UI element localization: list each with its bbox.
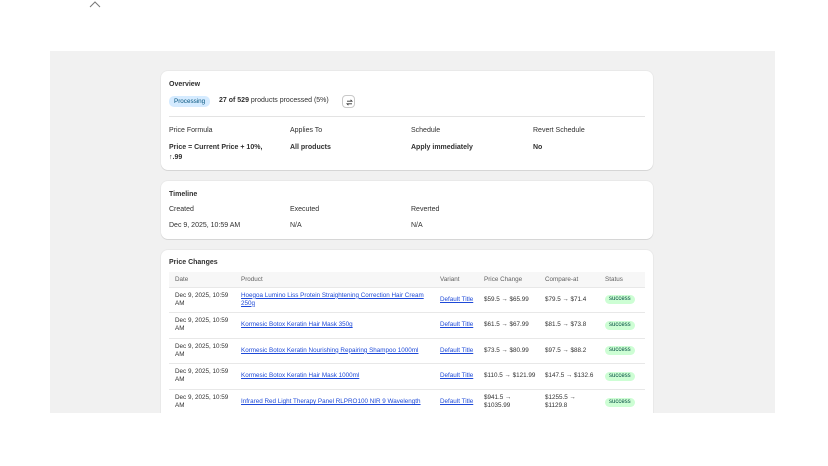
timeline-title: Timeline — [169, 191, 198, 198]
table-row: Dec 9, 2025, 10:59 AM Kormesic Botox Ker… — [169, 363, 645, 389]
status-badge: success — [605, 397, 635, 407]
row-compare-at: $81.5 → $73.8 — [539, 312, 599, 338]
row-status: success — [599, 312, 645, 338]
product-link[interactable]: Kormesic Botox Keratin Hair Mask 350g — [241, 321, 353, 329]
row-variant: Default Title — [434, 312, 478, 338]
column-header-compare-at: Compare-at — [539, 272, 599, 287]
schedule-value: Apply immediately — [411, 144, 473, 151]
row-product: Infrared Red Light Therapy Panel RLPRO10… — [235, 388, 434, 413]
column-header-date: Date — [169, 272, 235, 287]
status-badge: success — [605, 371, 635, 381]
created-value: Dec 9, 2025, 10:59 AM — [169, 222, 241, 229]
variant-link[interactable]: Default Title — [440, 346, 474, 354]
price-formula-value: Price = Current Price + 10%, ↑.99 — [169, 144, 263, 161]
row-price-change: $61.5 → $67.99 — [478, 312, 539, 338]
table-header-row: Date Product Variant Price Change Compar… — [169, 272, 645, 287]
status-badge: success — [605, 320, 635, 330]
row-date: Dec 9, 2025, 10:59 AM — [169, 363, 235, 389]
schedule-label: Schedule — [411, 127, 441, 134]
variant-link[interactable]: Default Title — [440, 372, 474, 380]
row-price-change: $73.5 → $80.99 — [478, 337, 539, 364]
overview-card: Overview Processing 27 of 529 products p… — [161, 71, 653, 170]
row-price-change: $110.5 → $121.99 — [478, 363, 539, 389]
product-link[interactable]: Kormesic Botox Keratin Nourishing Repair… — [241, 346, 419, 354]
row-status: success — [599, 286, 645, 313]
variant-link[interactable]: Default Title — [440, 398, 474, 405]
progress-rest: products processed (5%) — [248, 97, 329, 104]
row-date: Dec 9, 2025, 10:59 AM — [169, 312, 235, 338]
row-variant: Default Title — [434, 337, 478, 364]
table-row: Dec 9, 2025, 10:59 AM Kormesic Botox Ker… — [169, 312, 645, 338]
row-status: success — [599, 388, 645, 413]
refresh-button[interactable] — [342, 95, 355, 108]
price-changes-title: Price Changes — [169, 259, 218, 266]
progress-text: 27 of 529 products processed (5%) — [219, 97, 329, 104]
table-row: Dec 9, 2025, 10:59 AM Infrared Red Light… — [169, 388, 645, 413]
column-header-product: Product — [235, 272, 434, 287]
row-price-change: $941.5 → $1035.99 — [478, 388, 539, 413]
column-header-status: Status — [599, 272, 645, 287]
price-changes-card: Price Changes Date Product Variant Price… — [161, 250, 653, 413]
chevron-up-icon[interactable] — [89, 0, 101, 8]
column-header-variant: Variant — [434, 272, 478, 287]
row-product: Hoegoa Lumino Liss Protein Straightening… — [235, 286, 434, 313]
divider — [169, 116, 645, 117]
row-product: Kormesic Botox Keratin Hair Mask 350g — [235, 312, 434, 338]
applies-to-value: All products — [290, 144, 331, 151]
created-label: Created — [169, 206, 194, 213]
progress-count: 27 of 529 — [219, 97, 249, 104]
row-status: success — [599, 363, 645, 389]
refresh-icon — [345, 99, 353, 105]
status-badge: success — [605, 346, 635, 356]
row-variant: Default Title — [434, 388, 478, 413]
applies-to-label: Applies To — [290, 127, 323, 134]
row-variant: Default Title — [434, 286, 478, 313]
row-product: Kormesic Botox Keratin Nourishing Repair… — [235, 337, 434, 364]
row-compare-at: $97.5 → $88.2 — [539, 337, 599, 364]
reverted-value: N/A — [411, 222, 423, 229]
row-status: success — [599, 337, 645, 364]
overview-title: Overview — [169, 81, 201, 88]
product-link[interactable]: Hoegoa Lumino Liss Protein Straightening… — [241, 291, 424, 307]
revert-schedule-value: No — [533, 144, 543, 151]
page-content: Overview Processing 27 of 529 products p… — [50, 51, 775, 413]
product-link[interactable]: Infrared Red Light Therapy Panel RLPRO10… — [241, 398, 421, 405]
column-header-price-change: Price Change — [478, 272, 539, 287]
price-changes-table: Date Product Variant Price Change Compar… — [169, 272, 645, 413]
row-compare-at: $79.5 → $71.4 — [539, 286, 599, 313]
row-compare-at: $147.5 → $132.6 — [539, 363, 599, 389]
variant-link[interactable]: Default Title — [440, 295, 474, 303]
executed-value: N/A — [290, 222, 302, 229]
status-badge: Processing — [169, 96, 211, 107]
row-date: Dec 9, 2025, 10:59 AM — [169, 286, 235, 313]
row-date: Dec 9, 2025, 10:59 AM — [169, 337, 235, 364]
reverted-label: Reverted — [411, 206, 440, 213]
price-formula-label: Price Formula — [169, 127, 213, 134]
row-compare-at: $1255.5 → $1129.8 — [539, 388, 599, 413]
revert-schedule-label: Revert Schedule — [533, 127, 585, 134]
row-product: Kormesic Botox Keratin Hair Mask 1000ml — [235, 363, 434, 389]
status-badge: success — [605, 295, 635, 305]
row-price-change: $59.5 → $65.99 — [478, 286, 539, 313]
row-date: Dec 9, 2025, 10:59 AM — [169, 388, 235, 413]
product-link[interactable]: Kormesic Botox Keratin Hair Mask 1000ml — [241, 372, 360, 380]
table-row: Dec 9, 2025, 10:59 AM Kormesic Botox Ker… — [169, 337, 645, 364]
timeline-card: Timeline Created Dec 9, 2025, 10:59 AM E… — [161, 181, 653, 239]
row-variant: Default Title — [434, 363, 478, 389]
variant-link[interactable]: Default Title — [440, 321, 474, 329]
table-row: Dec 9, 2025, 10:59 AM Hoegoa Lumino Liss… — [169, 286, 645, 313]
executed-label: Executed — [290, 206, 320, 213]
